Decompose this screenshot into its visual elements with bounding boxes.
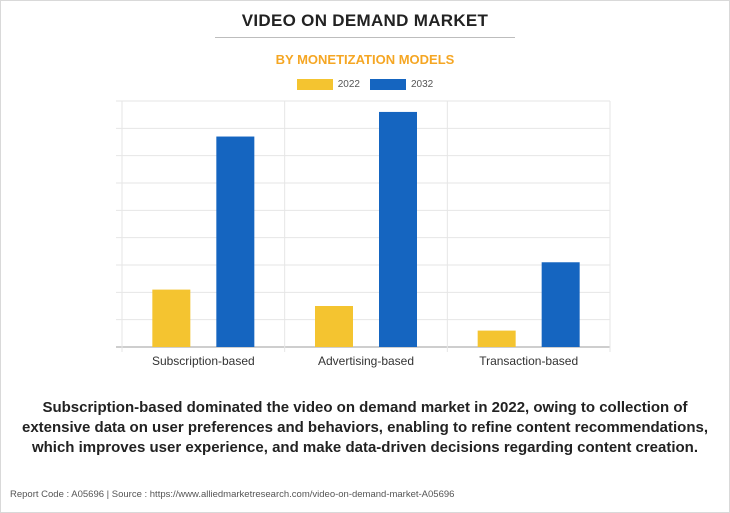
title-divider: [215, 37, 515, 38]
legend: 2022 2032: [0, 79, 730, 90]
bar-2022-advertising-based: [315, 306, 353, 347]
bar-2022-transaction-based: [477, 330, 516, 347]
legend-swatch-2022: [296, 79, 333, 90]
bar-2022-subscription-based: [152, 289, 191, 347]
source-footer: Report Code : A05696 | Source : https://…: [10, 489, 455, 500]
chart-caption: Subscription-based dominated the video o…: [21, 399, 709, 456]
chart-title: VIDEO ON DEMAND MARKET: [241, 11, 489, 30]
legend-item-2022[interactable]: 2022: [296, 79, 360, 90]
bar-2032-transaction-based: [541, 262, 580, 347]
x-tick-label: Advertising-based: [318, 354, 414, 368]
bar-2032-subscription-based: [216, 136, 255, 347]
legend-label-2022: 2022: [337, 79, 360, 90]
legend-swatch-2032: [370, 79, 406, 90]
x-tick-label: Subscription-based: [152, 354, 255, 368]
chart-subtitle: BY MONETIZATION MODELS: [275, 52, 455, 67]
bar-2032-advertising-based: [379, 111, 417, 347]
legend-label-2032: 2032: [411, 79, 434, 90]
legend-item-2032[interactable]: 2032: [370, 79, 433, 90]
bar-chart: Subscription-based Advertising-based Trans…: [116, 100, 611, 368]
x-tick-label: Transaction-based: [479, 354, 578, 368]
